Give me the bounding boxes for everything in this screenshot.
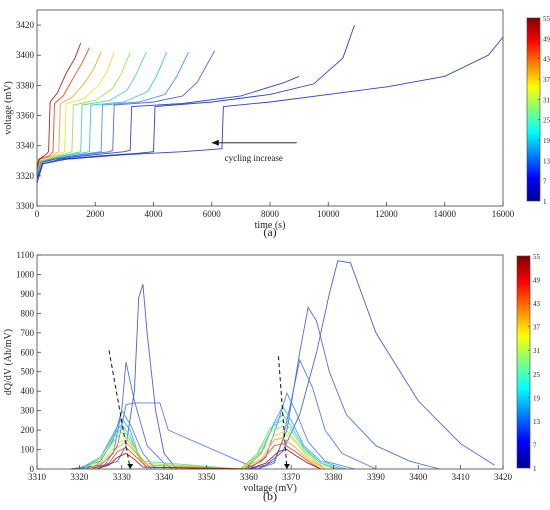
colorbar-tick-label: 49 [543,35,550,43]
x-tick-label: 0 [35,209,40,219]
y-tick-label: 3340 [16,141,35,151]
y-axis-label: dQ/dV (Ah/mV) [3,329,14,395]
panel-label: (b) [263,489,277,503]
colorbar-tick-label: 25 [533,371,541,379]
colorbar-tick-label: 31 [533,347,541,355]
plot-frame [36,254,504,470]
trend-line-1 [277,356,288,470]
x-tick-label: 4000 [145,209,164,219]
colorbar-tick-label: 1 [533,465,537,473]
trend-arrowhead-1 [283,464,290,469]
y-tick-label: 300 [21,406,35,416]
y-tick-label: 3320 [16,171,35,181]
series-line-cycle-49-10 [36,47,90,170]
series-line-cycle-8-3 [36,50,216,176]
colorbar-tick-label: 43 [533,300,541,308]
x-axis-label: voltage (mV) [243,483,297,494]
y-tick-label: 0 [30,464,35,474]
y-axis-label: voltage (mV) [3,81,14,135]
series-line-cycle-20-5 [79,413,343,470]
x-tick-label: 3320 [70,472,89,482]
colorbar-tick-label: 55 [543,15,550,23]
x-tick-label: 3360 [240,472,259,482]
y-tick-label: 3400 [16,50,35,60]
series-line-cycle-1-0 [36,36,504,184]
trend-line-0 [108,350,131,470]
y-tick-label: 3380 [16,80,35,90]
x-tick-label: 3310 [28,472,47,482]
x-tick-label: 3420 [494,472,513,482]
colorbar [526,17,541,202]
series-line-cycle-31-7 [36,52,131,173]
series-line-cycle-26-6 [83,419,338,470]
y-tick-label: 1100 [16,250,34,260]
y-tick-label: 400 [21,386,35,396]
x-tick-label: 3410 [452,472,471,482]
panel-b: 3310 3320 3330 3340 3350 3360 3370 3380 3390 3400… [3,250,541,503]
x-tick-label: 3330 [113,472,132,482]
colorbar-tick-label: 49 [533,277,541,285]
colorbar-tick-label: 13 [533,418,541,426]
x-tick-label: 3380 [325,472,344,482]
y-tick-label: 600 [21,347,35,357]
y-tick-label: 3300 [16,201,35,211]
x-tick-label: 3340 [155,472,174,482]
x-tick-label: 10000 [317,209,340,219]
trend-arrowhead-0 [127,464,134,469]
x-tick-label: 8000 [261,209,280,219]
y-tick-label: 100 [21,445,35,455]
x-tick-label: 3350 [197,472,216,482]
colorbar-tick-label: 31 [543,96,550,104]
y-tick-label: 3360 [16,111,35,121]
colorbar-tick-label: 7 [533,441,537,449]
x-tick-label: 3390 [367,472,386,482]
y-tick-label: 1000 [16,269,35,279]
annotation-arrowhead [211,139,219,146]
annotation-text: cycling increase [225,153,283,163]
x-tick-label: 3370 [282,472,301,482]
colorbar-tick-label: 19 [543,137,550,145]
y-tick-label: 500 [21,367,35,377]
x-tick-label: 3400 [409,472,428,482]
x-tick-label: 2000 [86,209,105,219]
y-tick-label: 900 [21,289,35,299]
y-tick-label: 800 [21,308,35,318]
series-line-cycle-1-1 [36,24,355,180]
panel-a: 0 2000 4000 6000 8000 10000 12000 14000 16000 330… [3,9,550,239]
x-tick-label: 6000 [203,209,222,219]
x-tick-label: 12000 [375,209,398,219]
y-tick-label: 3420 [16,20,35,30]
colorbar-tick-label: 13 [543,157,550,165]
x-tick-label: 14000 [434,209,457,219]
series-line-cycle-4-2 [36,75,300,180]
x-tick-label: 16000 [492,209,515,219]
colorbar [516,255,531,469]
y-tick-label: 700 [21,328,35,338]
series-line-cycle-55-11 [36,43,82,169]
y-tick-label: 200 [21,425,35,435]
panel-label: (a) [263,225,276,239]
series-line-cycle-2-1 [70,306,440,470]
colorbar-tick-label: 19 [533,394,541,402]
colorbar-tick-label: 37 [533,324,541,332]
colorbar-tick-label: 7 [543,178,547,186]
colorbar-tick-label: 25 [543,117,550,125]
colorbar-tick-label: 1 [543,198,547,206]
plot-frame [36,9,504,207]
colorbar-tick-label: 37 [543,76,550,84]
colorbar-tick-label: 43 [543,56,550,64]
x-axis-label: time (s) [255,220,286,231]
colorbar-tick-label: 55 [533,253,541,261]
